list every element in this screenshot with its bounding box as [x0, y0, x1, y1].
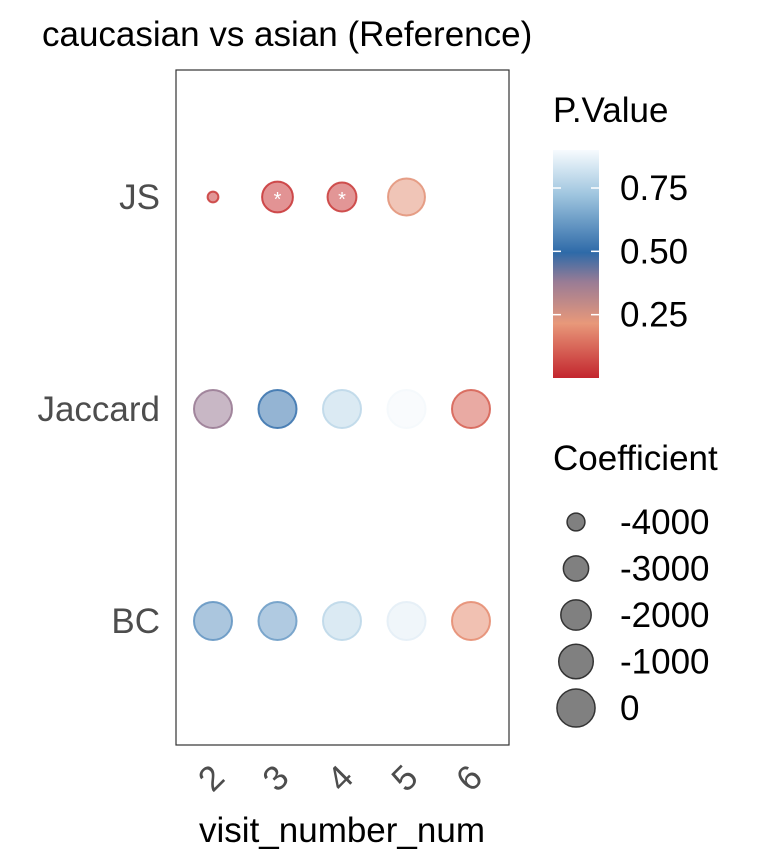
significance-marker: *	[338, 189, 346, 211]
data-point	[193, 601, 233, 641]
data-point	[193, 389, 233, 429]
size-legend-key	[562, 555, 590, 582]
size-legend-key	[566, 512, 586, 532]
color-legend-title: P.Value	[553, 91, 668, 130]
x-axis-title: visit_number_num	[199, 811, 485, 850]
x-tick-label: 4	[320, 758, 361, 799]
size-legend-title: Coefficient	[553, 439, 718, 478]
data-point	[257, 601, 298, 641]
data-point	[387, 177, 426, 217]
x-tick-label: 6	[449, 758, 490, 799]
size-legend-label: -3000	[620, 550, 710, 589]
color-legend-label: 0.25	[620, 296, 688, 335]
data-point	[451, 601, 491, 641]
color-legend: P.Value 0.25 0.50 0.75	[553, 91, 688, 378]
significance-marker: *	[274, 189, 282, 211]
data-point	[386, 389, 427, 429]
x-tick-label: 2	[191, 758, 232, 799]
size-legend-key	[556, 688, 596, 728]
y-tick-label: BC	[111, 602, 160, 641]
y-tick-label: Jaccard	[37, 390, 160, 429]
size-legend-label: -4000	[620, 503, 710, 542]
size-legend-label: -1000	[620, 643, 710, 682]
color-bar	[553, 150, 599, 378]
size-legend: Coefficient -4000 -3000 -2000 -1000 0	[553, 439, 718, 728]
size-legend-label: -2000	[620, 596, 710, 635]
data-point	[206, 190, 220, 204]
data-points: * *	[193, 177, 491, 641]
y-tick-label: JS	[119, 178, 160, 217]
data-point	[261, 180, 294, 214]
x-tick-label: 3	[255, 758, 296, 799]
y-axis-labels: JS Jaccard BC	[37, 178, 160, 641]
size-legend-key	[557, 643, 595, 680]
data-point	[322, 601, 362, 641]
data-point	[257, 389, 298, 429]
x-tick-label: 5	[384, 758, 425, 799]
data-point	[322, 389, 362, 429]
chart-title: caucasian vs asian (Reference)	[42, 15, 532, 54]
data-point	[326, 181, 358, 213]
data-point	[451, 389, 491, 429]
color-legend-label: 0.75	[620, 169, 688, 208]
data-point	[386, 601, 427, 641]
size-legend-label: 0	[620, 689, 639, 728]
color-legend-label: 0.50	[620, 232, 688, 271]
size-legend-key	[560, 599, 592, 631]
